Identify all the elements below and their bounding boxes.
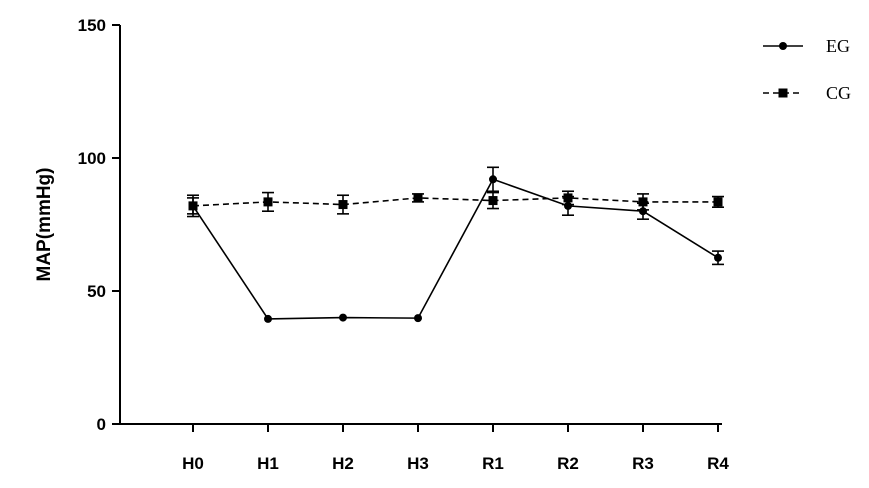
legend-marker (779, 42, 787, 50)
series-line (192, 197, 718, 207)
legend: EG CG (763, 36, 851, 103)
x-tick-label: R3 (632, 454, 654, 473)
y-tick-label: 100 (78, 149, 106, 168)
data-point (714, 253, 722, 262)
data-point (713, 197, 723, 207)
x-tick-label: H3 (407, 454, 429, 473)
x-tick-label: R4 (707, 454, 729, 473)
data-point (488, 196, 498, 206)
legend-item-cg: CG (763, 83, 851, 103)
series-layer (187, 166, 724, 323)
y-tick-label: 50 (87, 282, 106, 301)
y-ticks: 0 50 100 150 (78, 16, 120, 434)
y-tick-label: 0 (97, 415, 106, 434)
x-tick-label: H1 (257, 454, 279, 473)
data-point (489, 175, 497, 184)
y-axis-title: MAP(mmHg) (34, 168, 55, 282)
x-tick-label: H0 (182, 454, 204, 473)
data-point (264, 314, 272, 323)
legend-item-eg: EG (763, 36, 850, 56)
y-tick-label: 150 (78, 16, 106, 35)
series-line (192, 178, 719, 320)
data-point (638, 197, 648, 207)
x-ticks: H0 H1 H2 H3 R1 R2 R3 R4 (182, 424, 729, 473)
data-point (563, 193, 573, 203)
legend-marker (778, 88, 788, 98)
legend-label: EG (826, 36, 850, 56)
x-tick-label: R1 (482, 454, 504, 473)
data-point (338, 200, 348, 210)
x-tick-label: H2 (332, 454, 354, 473)
data-point (263, 197, 273, 207)
legend-label: CG (826, 83, 851, 103)
series-eg (187, 166, 724, 323)
data-point (188, 201, 198, 211)
data-point (413, 193, 423, 203)
data-point (339, 313, 347, 322)
series-cg (187, 190, 724, 218)
data-point (414, 314, 422, 323)
axes (119, 25, 722, 425)
x-tick-label: R2 (557, 454, 579, 473)
